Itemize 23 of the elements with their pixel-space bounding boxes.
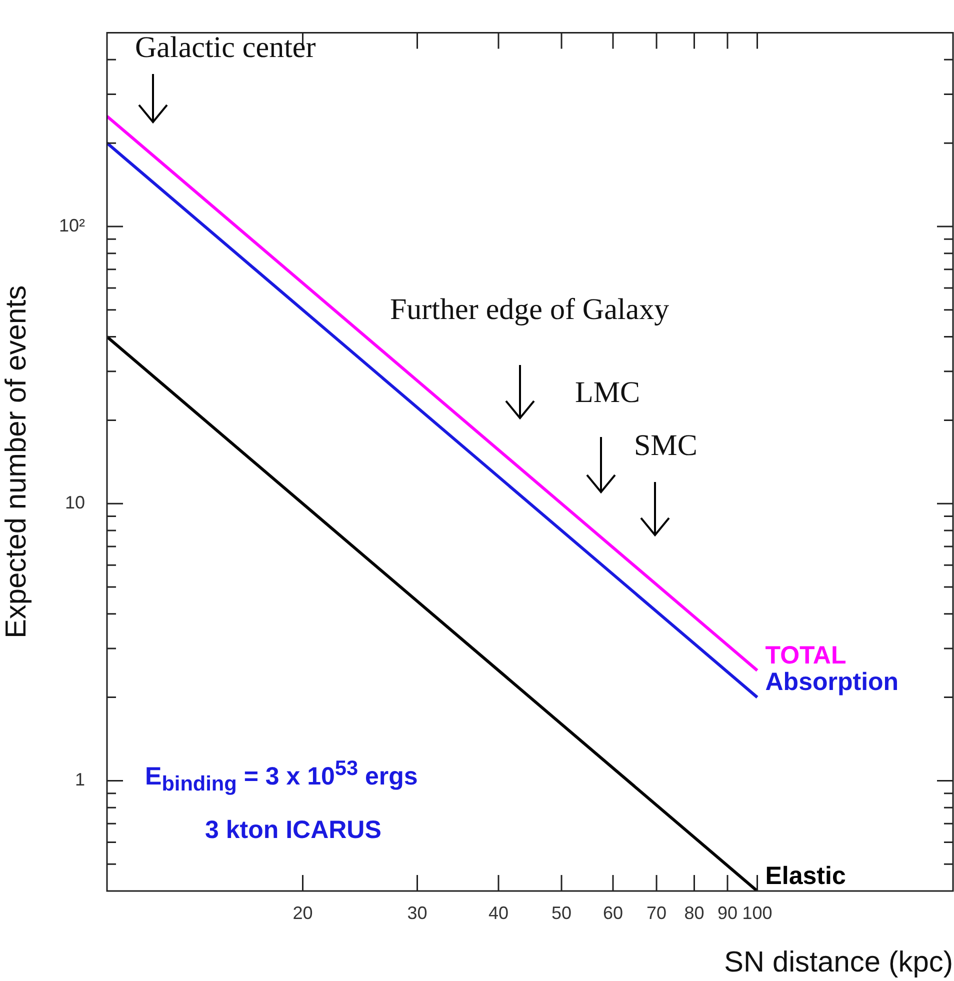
x-tick-label: 60 bbox=[602, 902, 624, 923]
series-label: TOTAL bbox=[765, 641, 846, 670]
annotation: SMC bbox=[634, 428, 698, 464]
series-label: Elastic bbox=[765, 862, 846, 890]
series-label: Absorption bbox=[765, 668, 899, 696]
y-tick-label: 10 bbox=[64, 492, 85, 513]
x-tick-label: 30 bbox=[407, 902, 428, 923]
annotation: Galactic center bbox=[135, 30, 316, 66]
x-tick-label: 20 bbox=[292, 902, 313, 923]
annotation: Further edge of Galaxy bbox=[390, 292, 670, 328]
annotation: E$_{binding}$ = 3 x 10$^{53}$ ergs bbox=[145, 757, 418, 798]
x-tick-label: 90 bbox=[717, 902, 738, 923]
x-tick-label: 100 bbox=[742, 902, 772, 923]
annotation: 3 kton ICARUS bbox=[205, 815, 382, 845]
annotation: LMC bbox=[575, 375, 640, 411]
y-tick-label: 10² bbox=[58, 215, 86, 236]
x-tick-label: 70 bbox=[646, 902, 667, 923]
x-tick-label: 50 bbox=[551, 902, 572, 923]
x-tick-label: 40 bbox=[488, 902, 509, 923]
x-tick-label: 80 bbox=[684, 902, 704, 923]
x-axis-title: SN distance (kpc) bbox=[724, 946, 953, 979]
y-tick-label: 1 bbox=[74, 770, 85, 790]
y-axis-title: Expected number of events bbox=[0, 285, 32, 638]
